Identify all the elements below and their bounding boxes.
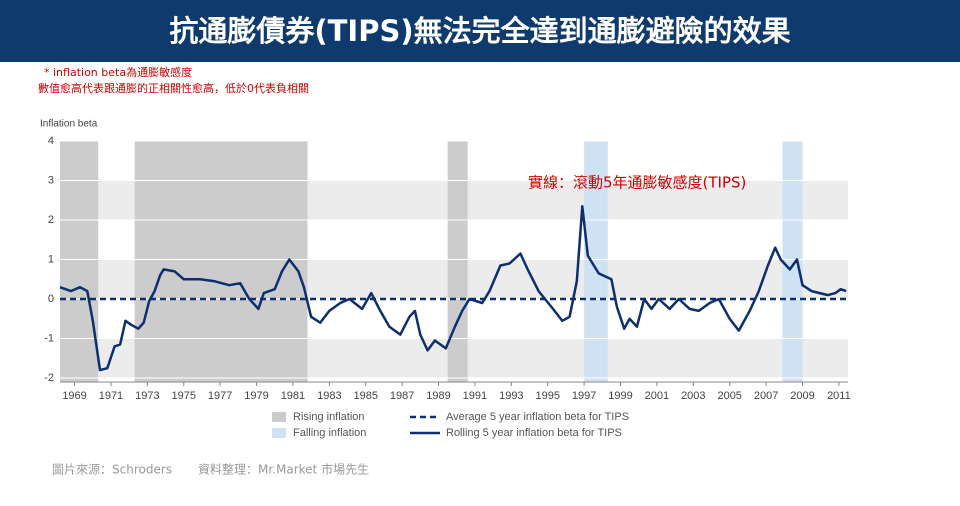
x-tick-label: 1997	[572, 390, 596, 402]
x-tick-label: 1979	[244, 390, 268, 402]
x-tick-label: 1973	[135, 390, 159, 402]
x-tick-label: 1999	[608, 390, 632, 402]
plot: -2 -1 0 1 2 3 4 1969 1971 1973 1975 1977 1979 1981 198…	[44, 135, 851, 439]
legend-label: Rolling 5 year inflation beta for TIPS	[446, 427, 622, 439]
y-axis-title: Inflation beta	[40, 119, 98, 130]
y-tick-label: 2	[48, 214, 54, 226]
x-tick-label: 2007	[754, 390, 778, 402]
y-tick-label: 0	[48, 293, 54, 305]
source: 圖片來源：Schroders	[52, 463, 172, 477]
y-tick-label: 3	[48, 174, 54, 186]
shaded-region	[447, 141, 468, 382]
legend-label: Average 5 year inflation beta for TIPS	[446, 411, 629, 423]
x-tick-label: 1975	[172, 390, 196, 402]
note: 數值愈高代表跟通膨的正相關性愈高，低於0代表負相關	[38, 81, 309, 95]
shaded-region	[782, 141, 803, 382]
x-tick-label: 1993	[499, 390, 523, 402]
source: 資料整理：Mr.Market 市場先生	[198, 462, 369, 477]
x-tick-label: 1987	[390, 390, 414, 402]
annotation: 實線：滾動5年通膨敏感度(TIPS)	[528, 174, 746, 192]
x-tick-label: 1981	[281, 390, 305, 402]
shaded-region	[584, 141, 608, 382]
legend-label: Falling inflation	[293, 427, 366, 439]
x-tick-label: 1977	[208, 390, 232, 402]
shaded-region	[134, 141, 308, 382]
x-tick-label: 2009	[790, 390, 814, 402]
x-tick-label: 1991	[463, 390, 487, 402]
x-tick-label: 1971	[99, 390, 123, 402]
y-tick-label: 4	[48, 135, 54, 147]
y-tick-label: 1	[48, 253, 54, 265]
shaded-region	[60, 141, 99, 382]
header-bar	[0, 0, 960, 62]
x-tick-label: 1969	[62, 390, 86, 402]
note: * inflation beta為通膨敏感度	[44, 65, 192, 79]
legend-swatch	[272, 412, 286, 422]
series-line	[59, 204, 847, 372]
x-tick-label: 2003	[681, 390, 705, 402]
y-tick-label: -2	[44, 372, 54, 384]
legend-swatch	[272, 428, 286, 438]
x-tick-label: 2001	[645, 390, 669, 402]
x-tick-label: 1985	[353, 390, 377, 402]
x-tick-label: 1995	[535, 390, 559, 402]
legend-label: Rising inflation	[293, 411, 365, 423]
y-tick-label: -1	[44, 332, 54, 344]
x-tick-label: 2005	[717, 390, 741, 402]
x-tick-label: 2011	[827, 390, 851, 402]
x-tick-label: 1989	[426, 390, 450, 402]
x-tick-label: 1983	[317, 390, 341, 402]
slide-title: 抗通膨債券(TIPS)無法完全達到通膨避險的效果	[169, 14, 790, 48]
